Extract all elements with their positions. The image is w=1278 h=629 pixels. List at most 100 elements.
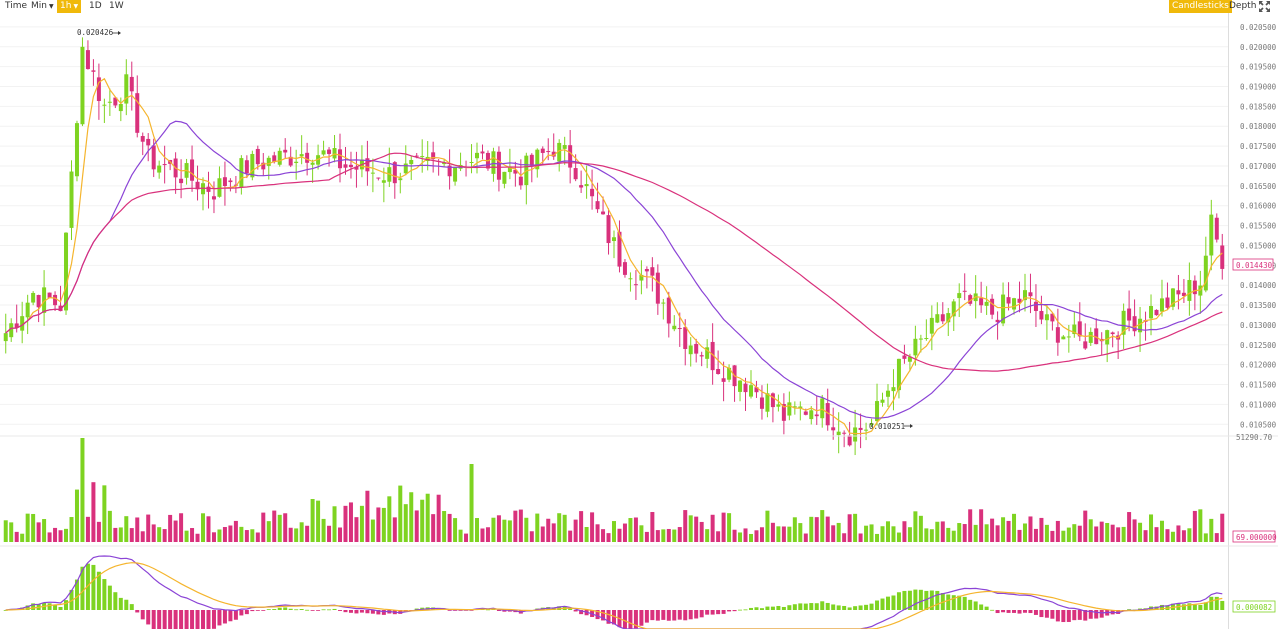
volume-bar xyxy=(299,522,304,542)
time-button[interactable]: Time xyxy=(5,1,28,11)
volume-bar xyxy=(475,518,480,542)
candle-body xyxy=(918,338,923,340)
volume-bar xyxy=(1192,510,1197,542)
candlesticks-tab[interactable]: Candlesticks xyxy=(1169,0,1232,13)
macd-histogram-bar xyxy=(814,603,819,610)
minute-interval-dropdown[interactable]: Min ▼ xyxy=(31,0,54,13)
candle-body xyxy=(551,151,556,157)
volume-bar xyxy=(1028,516,1033,542)
candle-body xyxy=(622,262,627,275)
candle-body xyxy=(118,103,123,112)
macd-histogram-bar xyxy=(1088,610,1093,619)
candle-body xyxy=(58,305,63,312)
candle-body xyxy=(338,149,343,169)
volume-bar xyxy=(1105,522,1110,542)
candle-body xyxy=(606,215,611,244)
macd-histogram-bar xyxy=(195,610,200,629)
candle-body xyxy=(601,211,606,215)
volume-bar xyxy=(710,514,715,542)
candle-body xyxy=(595,201,600,210)
macd-histogram-bar xyxy=(896,592,901,610)
volume-bar xyxy=(995,525,1000,542)
macd-histogram-bar xyxy=(1033,610,1038,615)
macd-histogram-bar xyxy=(1077,610,1082,620)
volume-bar xyxy=(896,532,901,542)
candle-body xyxy=(1066,336,1071,338)
macd-histogram-bar xyxy=(64,600,69,610)
macd-histogram-bar xyxy=(809,603,814,610)
macd-histogram-bar xyxy=(1028,610,1033,614)
volume-bar xyxy=(151,524,156,542)
volume-bar xyxy=(376,507,381,542)
current-price-label: 0.014430 xyxy=(1236,261,1273,270)
candle-body xyxy=(853,427,858,442)
candle-body xyxy=(442,162,447,165)
volume-bar xyxy=(1143,530,1148,542)
candle-body xyxy=(1012,298,1017,310)
macd-histogram-bar xyxy=(1094,610,1099,619)
volume-max-label: 51290.70 xyxy=(1236,433,1273,442)
macd-histogram-bar xyxy=(781,606,786,610)
volume-bar xyxy=(420,499,425,542)
y-tick-label: 0.011000 xyxy=(1240,400,1277,409)
volume-bar xyxy=(266,521,271,542)
macd-histogram-bar xyxy=(348,610,353,613)
candle-body xyxy=(348,164,353,168)
volume-bar xyxy=(853,513,858,542)
candle-body xyxy=(3,333,8,342)
candle-body xyxy=(946,313,951,323)
candle-body xyxy=(195,181,200,190)
macd-histogram-bar xyxy=(957,595,962,610)
candle-body xyxy=(124,74,129,104)
volume-bar xyxy=(518,509,523,542)
volume-bar xyxy=(776,526,781,542)
macd-line xyxy=(5,555,1223,629)
volume-bar xyxy=(392,517,397,542)
day-interval-button[interactable]: 1D xyxy=(89,1,102,11)
candle-body xyxy=(1192,280,1197,295)
volume-bar xyxy=(639,525,644,542)
macd-histogram-bar xyxy=(880,598,885,610)
candle-body xyxy=(820,398,825,419)
macd-histogram-bar xyxy=(633,610,638,629)
macd-histogram-bar xyxy=(984,606,989,610)
volume-bar xyxy=(381,507,386,542)
hour-interval-dropdown[interactable]: 1h ▼ xyxy=(57,0,82,13)
volume-bar xyxy=(727,513,732,542)
macd-histogram-bar xyxy=(233,610,238,620)
volume-bar xyxy=(140,531,145,542)
volume-bar xyxy=(1022,523,1027,542)
candle-body xyxy=(1127,308,1132,321)
volume-bar xyxy=(1033,528,1038,542)
volume-bar xyxy=(414,510,419,542)
volume-bar xyxy=(354,517,359,542)
volume-bar xyxy=(222,527,227,542)
macd-histogram-bar xyxy=(332,608,337,610)
candle-body xyxy=(875,401,880,422)
price-chart[interactable]: 0.020500 0.020000 0.019500 0.019000 0.018500… xyxy=(0,13,1278,629)
week-interval-button[interactable]: 1W xyxy=(109,1,124,11)
ma-mid-line xyxy=(5,120,1223,419)
macd-histogram-bar xyxy=(732,610,737,612)
candle-body xyxy=(190,159,195,181)
candle-body xyxy=(990,298,995,315)
macd-histogram-bar xyxy=(990,609,995,611)
volume-bar xyxy=(842,533,847,542)
volume-bar xyxy=(951,530,956,542)
candle-body xyxy=(135,93,140,133)
macd-histogram-bar xyxy=(53,604,58,610)
ma-fast-line xyxy=(5,77,1223,435)
candle-body xyxy=(370,172,375,174)
macd-histogram-bar xyxy=(907,590,912,610)
volume-bar xyxy=(924,528,929,542)
expand-icon[interactable] xyxy=(1259,1,1270,12)
candle-body xyxy=(261,162,266,170)
volume-bar xyxy=(601,529,606,542)
macd-histogram-bar xyxy=(759,608,764,610)
candle-body xyxy=(907,356,912,362)
candle-body xyxy=(628,278,633,280)
depth-tab[interactable]: Depth xyxy=(1229,1,1257,11)
macd-histogram-bar xyxy=(118,597,123,610)
volume-bar xyxy=(633,517,638,542)
candle-body xyxy=(129,76,134,92)
